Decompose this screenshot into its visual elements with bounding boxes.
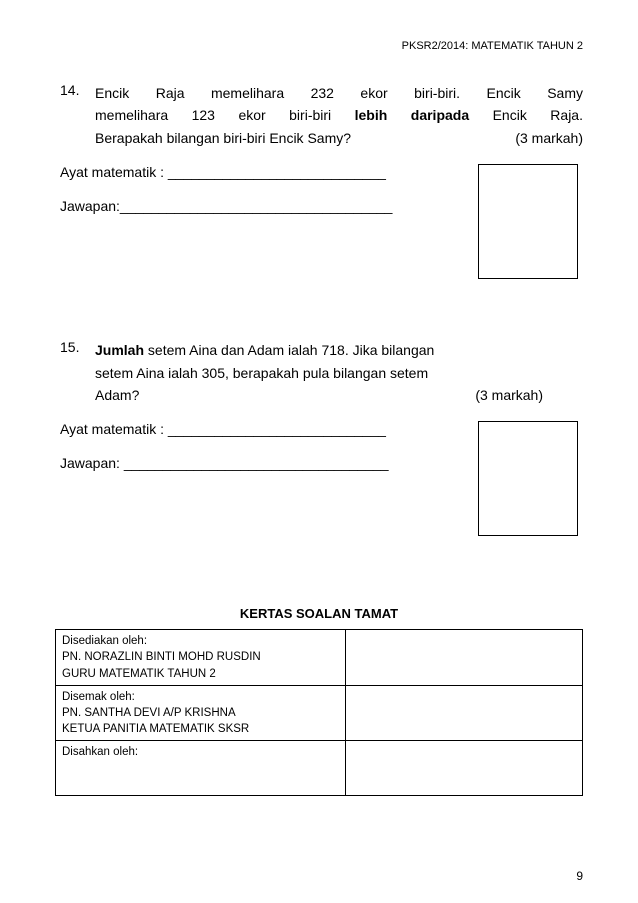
q14-answer-left: Ayat matematik : _______________________… — [55, 164, 468, 232]
q15-marks: (3 markah) — [475, 384, 543, 406]
q15-ayat: Ayat matematik : _______________________… — [60, 421, 468, 437]
q15-line2: setem Aina ialah 305, berapakah pula bil… — [95, 362, 583, 384]
q15-line3: Adam? — [95, 384, 139, 406]
r1l3: GURU MATEMATIK TAHUN 2 — [62, 666, 339, 682]
footer-title: KERTAS SOALAN TAMAT — [55, 606, 583, 621]
page-number: 9 — [576, 869, 583, 883]
q15-text: Jumlah setem Aina dan Adam ialah 718. Ji… — [95, 339, 583, 406]
r1l1: Disediakan oleh: — [62, 633, 339, 649]
q14-number: 14. — [55, 82, 95, 98]
q14-ayat: Ayat matematik : _______________________… — [60, 164, 468, 180]
q14-line3-row: Berapakah bilangan biri-biri Encik Samy?… — [95, 127, 583, 149]
question-15: 15. Jumlah setem Aina dan Adam ialah 718… — [55, 339, 583, 536]
q14-jawapan: Jawapan:________________________________… — [60, 198, 468, 214]
question-14: 14. Encik Raja memelihara 232 ekor biri-… — [55, 82, 583, 279]
q14-line2: memelihara 123 ekor biri-biri lebih dari… — [95, 104, 583, 126]
page-header: PKSR2/2014: MATEMATIK TAHUN 2 — [55, 40, 583, 52]
q14-line1: Encik Raja memelihara 232 ekor biri-biri… — [95, 82, 583, 104]
approved-by-cell: Disahkan oleh: — [56, 740, 346, 795]
q15-l1-rest: setem Aina dan Adam ialah 718. Jika bila… — [144, 342, 434, 358]
approved-by-sign — [345, 740, 582, 795]
q14-marks: (3 markah) — [515, 127, 583, 149]
exam-page: PKSR2/2014: MATEMATIK TAHUN 2 14. Encik … — [0, 0, 638, 903]
checked-by-cell: Disemak oleh: PN. SANTHA DEVI A/P KRISHN… — [56, 685, 346, 740]
r1l2: PN. NORAZLIN BINTI MOHD RUSDIN — [62, 649, 339, 665]
q14-line3: Berapakah bilangan biri-biri Encik Samy? — [95, 127, 351, 149]
signature-table: Disediakan oleh: PN. NORAZLIN BINTI MOHD… — [55, 629, 583, 796]
r2l2: PN. SANTHA DEVI A/P KRISHNA — [62, 705, 339, 721]
q15-line1: Jumlah setem Aina dan Adam ialah 718. Ji… — [95, 339, 583, 361]
q14-line2b: Encik Raja. — [469, 107, 583, 123]
r2l3: KETUA PANITIA MATEMATIK SKSR — [62, 721, 339, 737]
q14-answer-block: Ayat matematik : _______________________… — [55, 164, 583, 279]
q15-l1-bold: Jumlah — [95, 342, 144, 358]
q15-line3-row: Adam? (3 markah) — [95, 384, 583, 406]
table-row: Disahkan oleh: — [56, 740, 583, 795]
q14-text: Encik Raja memelihara 232 ekor biri-biri… — [95, 82, 583, 149]
q14-work-box — [478, 164, 578, 279]
q15-number: 15. — [55, 339, 95, 355]
q15-answer-block: Ayat matematik : _______________________… — [55, 421, 583, 536]
q15-work-box — [478, 421, 578, 536]
prepared-by-sign — [345, 630, 582, 685]
q14-line2a: memelihara 123 ekor biri-biri — [95, 107, 355, 123]
q14-line2-bold: lebih daripada — [355, 107, 470, 123]
q15-answer-left: Ayat matematik : _______________________… — [55, 421, 468, 489]
table-row: Disemak oleh: PN. SANTHA DEVI A/P KRISHN… — [56, 685, 583, 740]
r3l1: Disahkan oleh: — [62, 744, 339, 760]
table-row: Disediakan oleh: PN. NORAZLIN BINTI MOHD… — [56, 630, 583, 685]
prepared-by-cell: Disediakan oleh: PN. NORAZLIN BINTI MOHD… — [56, 630, 346, 685]
r2l1: Disemak oleh: — [62, 689, 339, 705]
q15-jawapan: Jawapan: _______________________________… — [60, 455, 468, 471]
checked-by-sign — [345, 685, 582, 740]
